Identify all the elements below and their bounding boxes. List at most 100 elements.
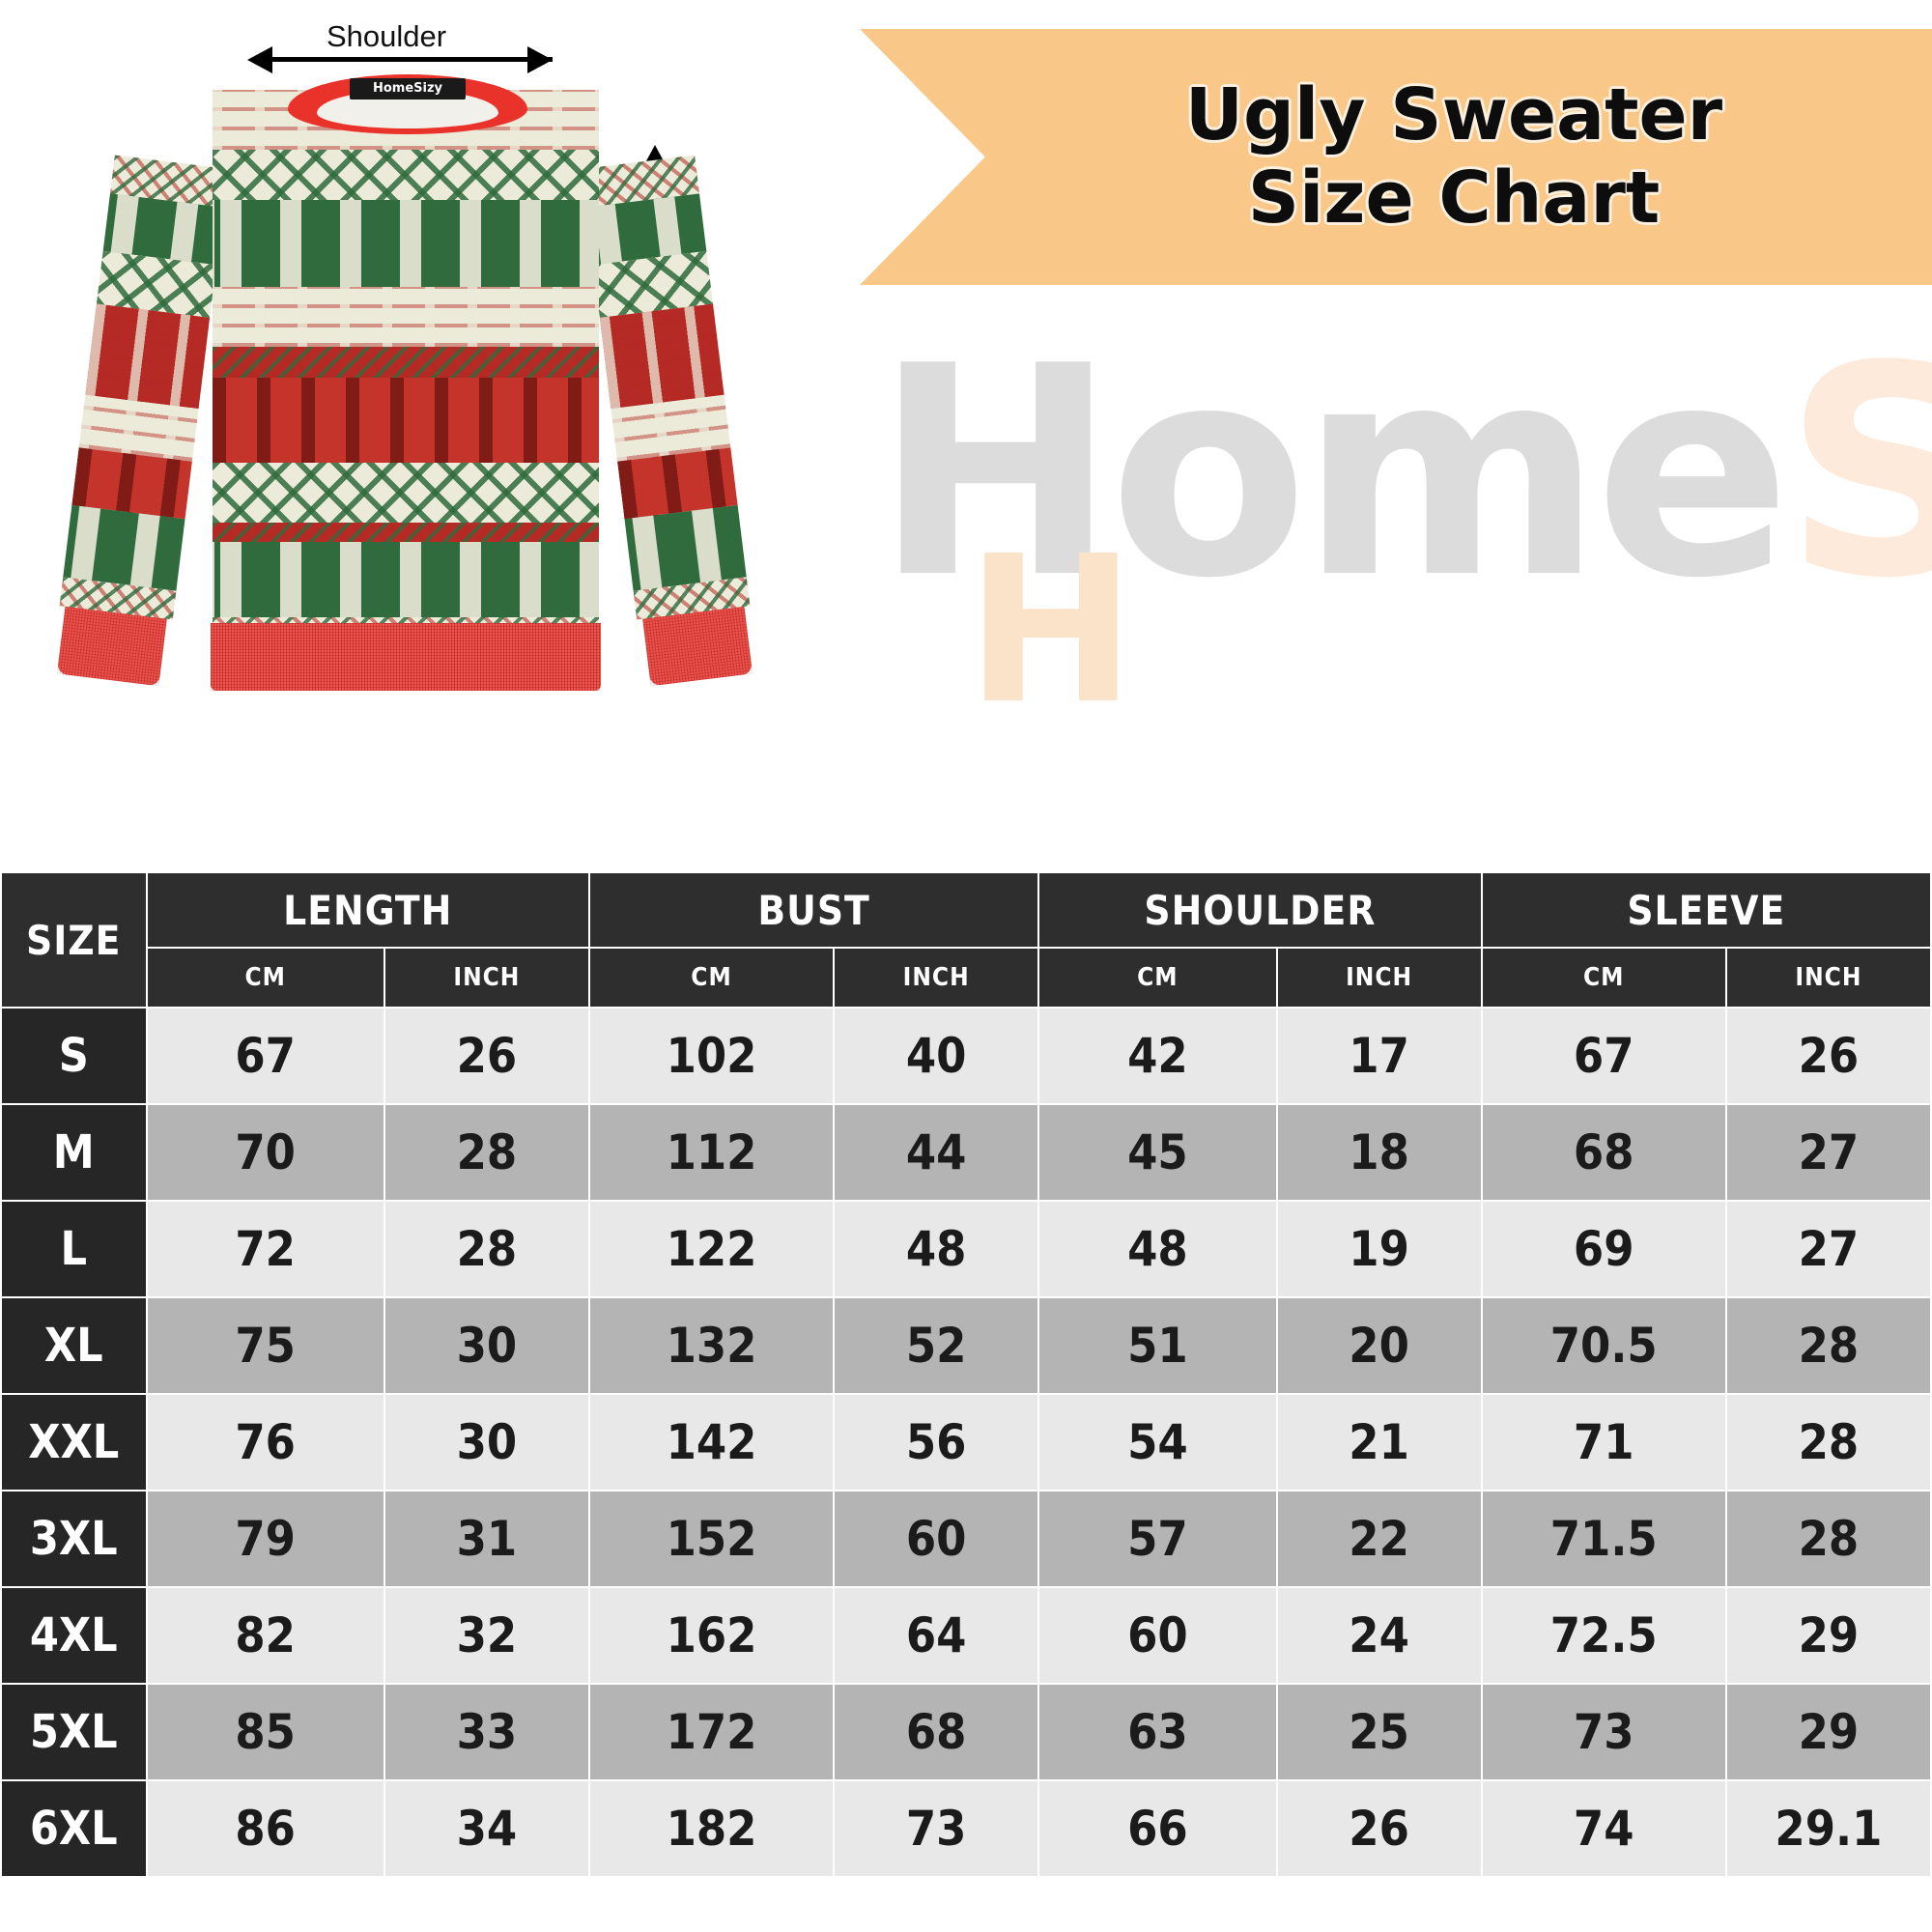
- cell-shoulder-cm: 48: [1037, 1200, 1278, 1298]
- table-row: 3XL 79 31 152 60 57 22 71.5 28: [0, 1490, 1932, 1588]
- cell-sleeve-cm: 71: [1480, 1393, 1727, 1492]
- cell-shoulder-in: 21: [1275, 1393, 1483, 1492]
- header-unit-bust-cm: CM: [587, 947, 836, 1009]
- cell-length-in: 28: [383, 1103, 590, 1202]
- sweater-right-sleeve: [582, 155, 753, 687]
- cell-sleeve-in: 28: [1724, 1490, 1932, 1588]
- watermark-text-home: Home: [874, 304, 1791, 641]
- sweater-body: [213, 90, 599, 631]
- cell-shoulder-in: 22: [1275, 1490, 1483, 1588]
- cell-size: 3XL: [0, 1490, 148, 1588]
- header-group-shoulder: SHOULDER: [1037, 871, 1483, 949]
- cell-sleeve-in: 29: [1724, 1586, 1932, 1685]
- cell-size: M: [0, 1103, 148, 1202]
- cell-shoulder-in: 26: [1275, 1779, 1483, 1878]
- cell-length-cm: 85: [145, 1683, 385, 1781]
- cell-size: 6XL: [0, 1779, 148, 1878]
- cell-sleeve-cm: 70.5: [1480, 1296, 1727, 1395]
- cell-length-in: 33: [383, 1683, 590, 1781]
- cell-sleeve-cm: 74: [1480, 1779, 1727, 1878]
- watermark-homesizy: HomeSizy: [874, 270, 1932, 676]
- header-unit-length-cm: CM: [145, 947, 385, 1009]
- cell-length-cm: 86: [145, 1779, 385, 1878]
- shoulder-arrow-line: [272, 57, 553, 62]
- table-row: XL 75 30 132 52 51 20 70.5 28: [0, 1296, 1932, 1395]
- cell-bust-cm: 152: [587, 1490, 836, 1588]
- header-group-sleeve: SLEEVE: [1480, 871, 1932, 949]
- table-row: 6XL 86 34 182 73 66 26 74 29.1: [0, 1779, 1932, 1878]
- cell-sleeve-in: 27: [1724, 1103, 1932, 1202]
- cell-bust-in: 40: [833, 1007, 1040, 1105]
- table-row: 5XL 85 33 172 68 63 25 73 29: [0, 1683, 1932, 1781]
- sweater-hem: [211, 623, 601, 691]
- brand-logo-h: H: [966, 512, 1136, 749]
- sweater-product-image: HomeSizy: [57, 53, 753, 691]
- header-unit-sleeve-inch: INCH: [1724, 947, 1932, 1009]
- cell-size: XL: [0, 1296, 148, 1395]
- cell-length-cm: 76: [145, 1393, 385, 1492]
- watermark-text-sizy: Sizy: [1783, 304, 1932, 641]
- cell-bust-in: 48: [833, 1200, 1040, 1298]
- measure-label-shoulder: Shoulder: [327, 19, 447, 53]
- cell-bust-cm: 132: [587, 1296, 836, 1395]
- sweater-brand-tag: HomeSizy: [350, 78, 466, 99]
- cell-sleeve-in: 27: [1724, 1200, 1932, 1298]
- cell-bust-cm: 162: [587, 1586, 836, 1685]
- header-unit-sleeve-cm: CM: [1480, 947, 1727, 1009]
- cell-shoulder-in: 19: [1275, 1200, 1483, 1298]
- cell-size: XXL: [0, 1393, 148, 1492]
- cell-shoulder-in: 24: [1275, 1586, 1483, 1685]
- cell-sleeve-cm: 71.5: [1480, 1490, 1727, 1588]
- header-row-units: CM INCH CM INCH CM INCH CM INCH: [1, 947, 1932, 1009]
- table-head: SIZE LENGTH BUST SHOULDER SLEEVE CM INCH…: [0, 871, 1932, 1009]
- cell-length-cm: 72: [145, 1200, 385, 1298]
- cell-sleeve-cm: 67: [1480, 1007, 1727, 1105]
- header-row-groups: SIZE LENGTH BUST SHOULDER SLEEVE: [0, 871, 1932, 1009]
- cell-length-in: 26: [383, 1007, 590, 1105]
- cell-shoulder-cm: 57: [1037, 1490, 1278, 1588]
- cell-shoulder-cm: 54: [1037, 1393, 1278, 1492]
- cell-bust-in: 73: [833, 1779, 1040, 1878]
- cell-shoulder-in: 25: [1275, 1683, 1483, 1781]
- header-group-length: LENGTH: [145, 871, 590, 949]
- header-unit-shoulder-inch: INCH: [1275, 947, 1483, 1009]
- cell-sleeve-in: 28: [1724, 1393, 1932, 1492]
- cell-bust-cm: 172: [587, 1683, 836, 1781]
- cell-bust-in: 52: [833, 1296, 1040, 1395]
- table-row: 4XL 82 32 162 64 60 24 72.5 29: [0, 1586, 1932, 1685]
- cell-length-cm: 67: [145, 1007, 385, 1105]
- cell-sleeve-cm: 68: [1480, 1103, 1727, 1202]
- table-row: S 67 26 102 40 42 17 67 26: [0, 1007, 1932, 1105]
- cell-sleeve-in: 29.1: [1724, 1779, 1932, 1878]
- header-unit-length-inch: INCH: [383, 947, 590, 1009]
- cell-sleeve-cm: 72.5: [1480, 1586, 1727, 1685]
- cell-shoulder-in: 18: [1275, 1103, 1483, 1202]
- cell-length-in: 30: [383, 1296, 590, 1395]
- table-row: M 70 28 112 44 45 18 68 27: [0, 1103, 1932, 1202]
- cell-size: L: [0, 1200, 148, 1298]
- cell-sleeve-in: 29: [1724, 1683, 1932, 1781]
- cell-bust-cm: 122: [587, 1200, 836, 1298]
- cell-shoulder-in: 20: [1275, 1296, 1483, 1395]
- cell-length-cm: 79: [145, 1490, 385, 1588]
- table-body: S 67 26 102 40 42 17 67 26 M 70 28 112 44 45 18 68 27 L 72 2…: [0, 1007, 1932, 1878]
- cell-bust-in: 60: [833, 1490, 1040, 1588]
- cell-bust-in: 56: [833, 1393, 1040, 1492]
- cell-length-in: 31: [383, 1490, 590, 1588]
- cell-length-cm: 82: [145, 1586, 385, 1685]
- cell-length-in: 34: [383, 1779, 590, 1878]
- cell-sleeve-in: 28: [1724, 1296, 1932, 1395]
- cell-bust-in: 68: [833, 1683, 1040, 1781]
- sweater-left-cuff: [57, 606, 167, 687]
- cell-length-in: 28: [383, 1200, 590, 1298]
- header-illustration-area: HomeSizy H Ugly Sweater Size Chart: [0, 0, 1932, 869]
- header-unit-bust-inch: INCH: [833, 947, 1040, 1009]
- header-group-bust: BUST: [587, 871, 1040, 949]
- cell-bust-in: 44: [833, 1103, 1040, 1202]
- cell-size: 5XL: [0, 1683, 148, 1781]
- cell-length-cm: 70: [145, 1103, 385, 1202]
- cell-shoulder-cm: 45: [1037, 1103, 1278, 1202]
- cell-sleeve-cm: 73: [1480, 1683, 1727, 1781]
- cell-length-cm: 75: [145, 1296, 385, 1395]
- shoulder-arrow-head-left: [247, 46, 272, 73]
